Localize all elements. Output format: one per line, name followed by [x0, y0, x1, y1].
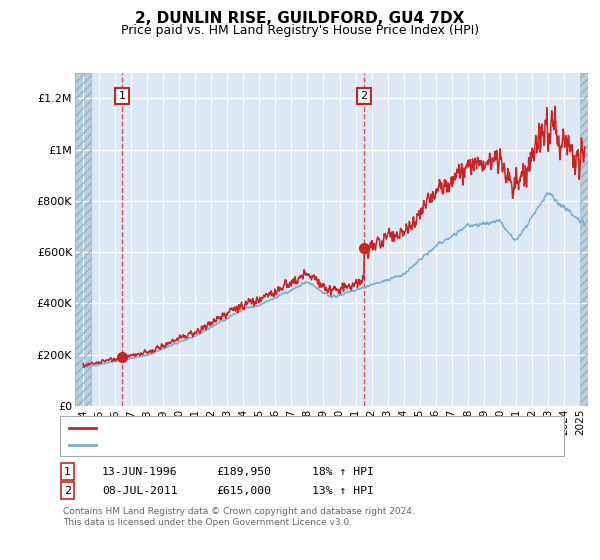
Bar	[75, 73, 91, 406]
Text: Price paid vs. HM Land Registry's House Price Index (HPI): Price paid vs. HM Land Registry's House …	[121, 24, 479, 36]
Text: 1: 1	[119, 91, 126, 101]
Text: Contains HM Land Registry data © Crown copyright and database right 2024.
This d: Contains HM Land Registry data © Crown c…	[63, 507, 415, 527]
Text: HPI: Average price, detached house, Guildford: HPI: Average price, detached house, Guil…	[102, 440, 355, 450]
Bar	[580, 73, 588, 406]
Text: 08-JUL-2011: 08-JUL-2011	[102, 486, 178, 496]
Text: 13% ↑ HPI: 13% ↑ HPI	[312, 486, 374, 496]
Text: £615,000: £615,000	[216, 486, 271, 496]
Text: 18% ↑ HPI: 18% ↑ HPI	[312, 466, 374, 477]
Bar	[580, 73, 588, 406]
Text: 2, DUNLIN RISE, GUILDFORD, GU4 7DX (detached house): 2, DUNLIN RISE, GUILDFORD, GU4 7DX (deta…	[102, 423, 415, 433]
Text: 2: 2	[361, 91, 367, 101]
Text: 1: 1	[64, 466, 71, 477]
Bar	[75, 73, 91, 406]
Text: 13-JUN-1996: 13-JUN-1996	[102, 466, 178, 477]
Text: £189,950: £189,950	[216, 466, 271, 477]
Text: 2: 2	[64, 486, 71, 496]
Text: 2, DUNLIN RISE, GUILDFORD, GU4 7DX: 2, DUNLIN RISE, GUILDFORD, GU4 7DX	[136, 11, 464, 26]
